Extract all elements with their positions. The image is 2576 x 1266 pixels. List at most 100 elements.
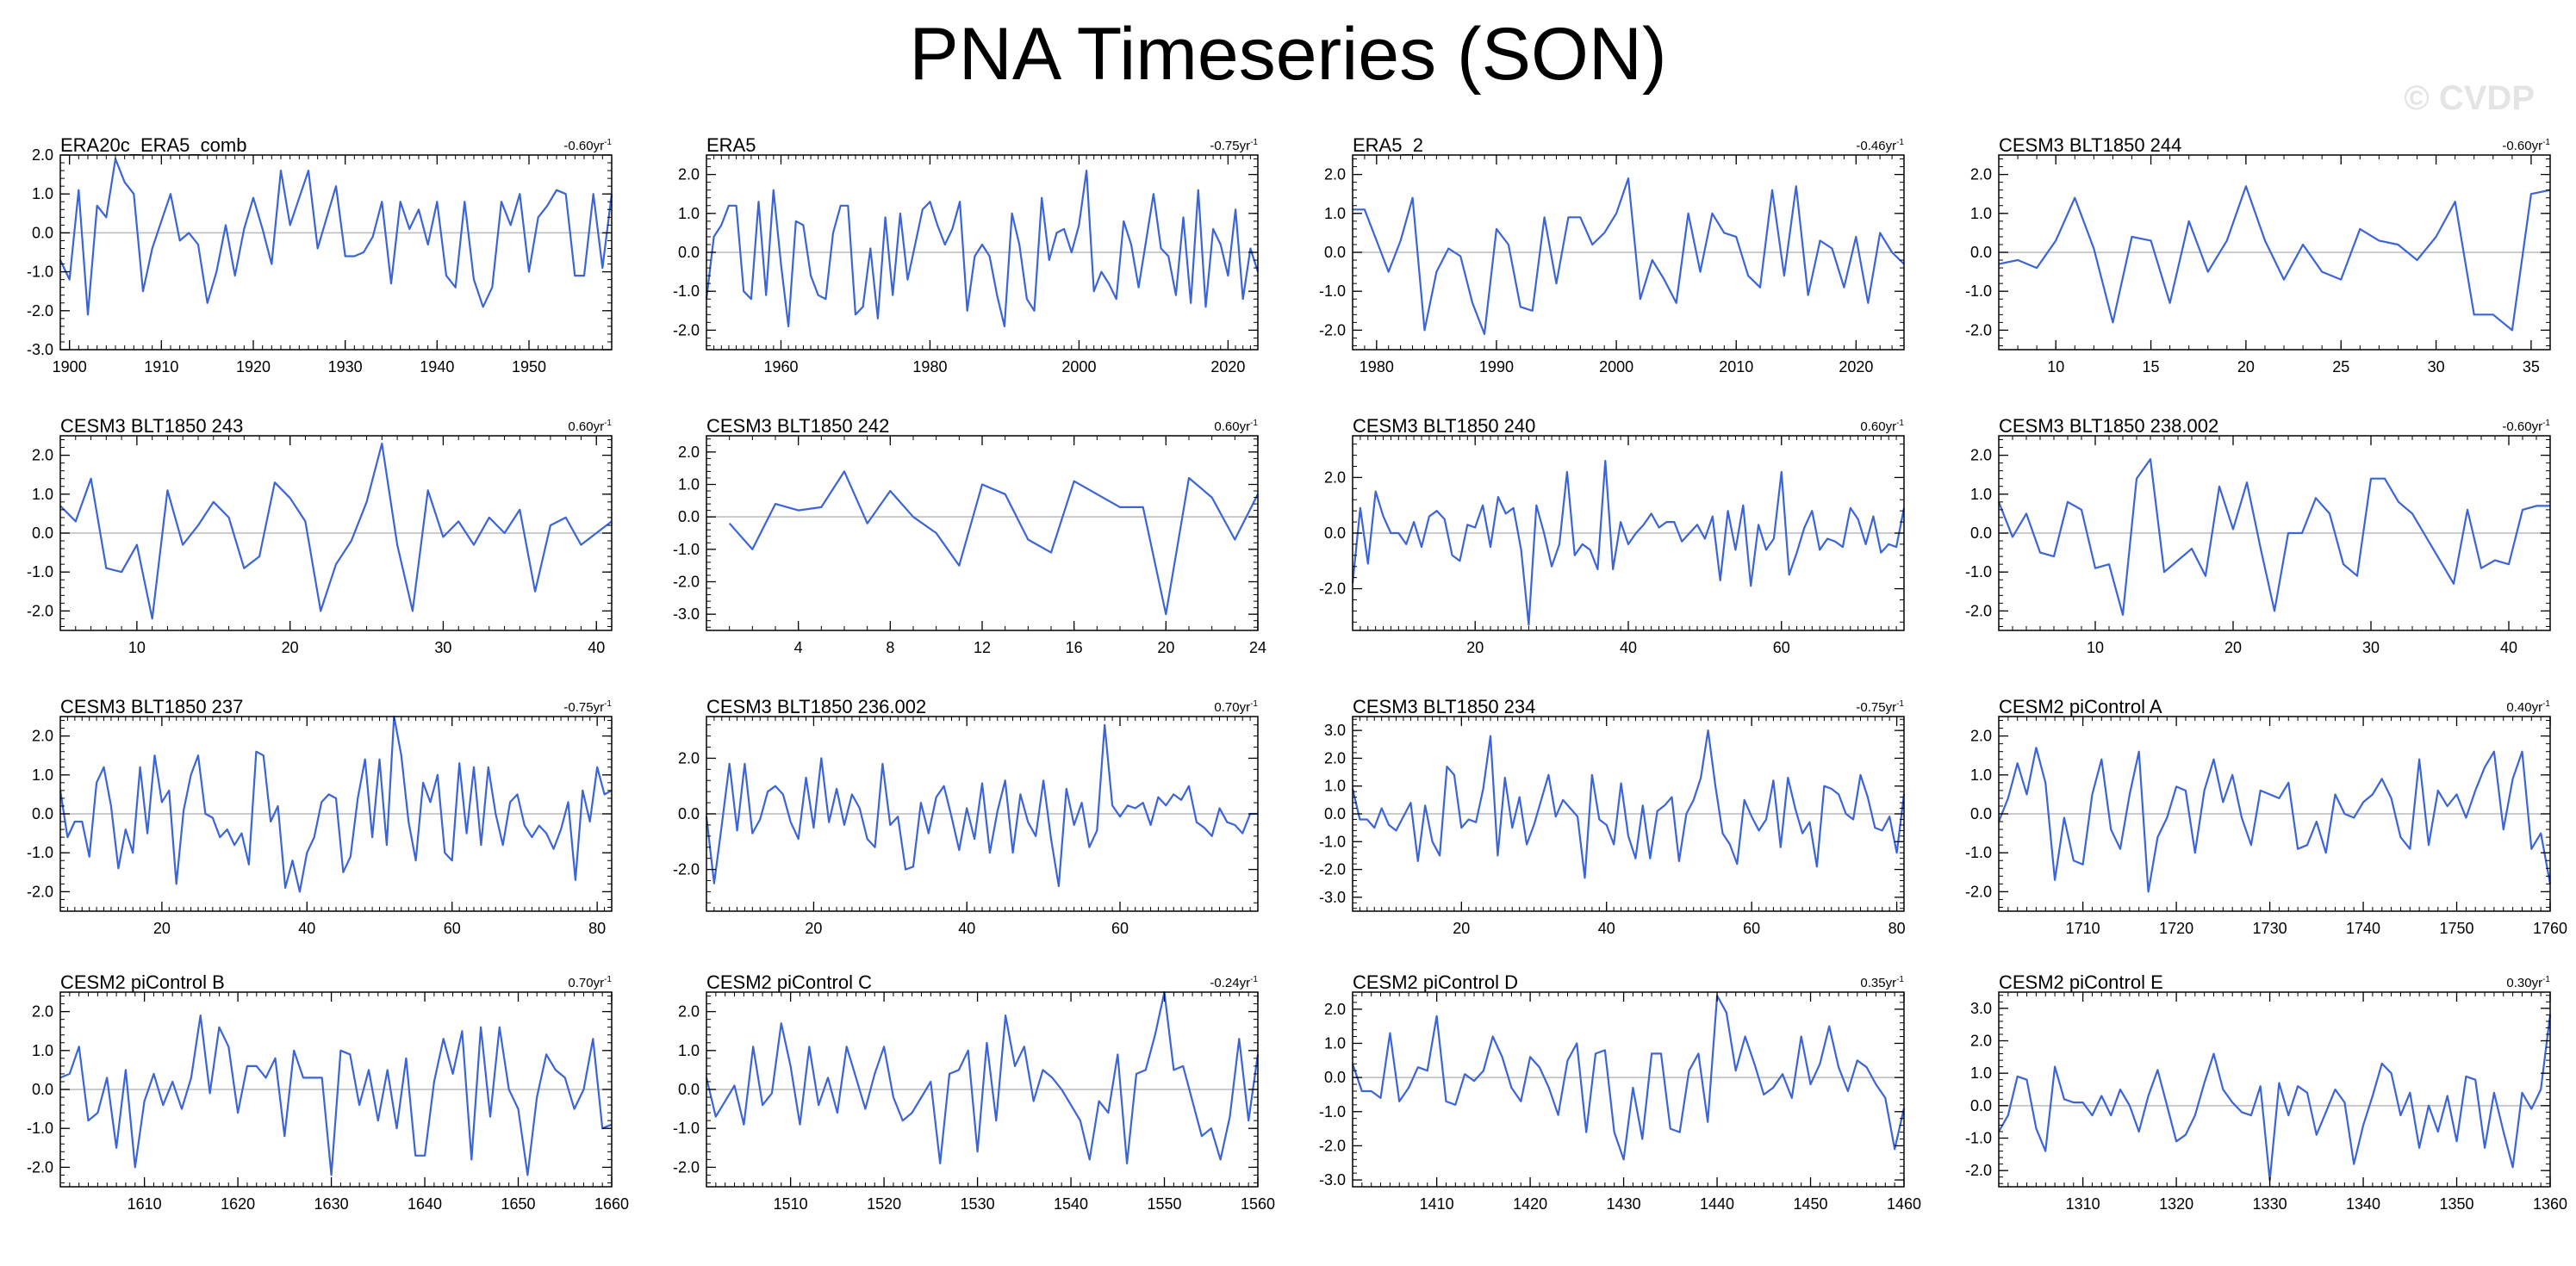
timeseries-chart: 1410 1420 1430 1440 1450 1460 -3.0 -2.0 -1.0 0.0 1…: [1319, 991, 1921, 1213]
x-tick-label: 20: [1466, 639, 1484, 656]
panel-title: CESM2 piControl C: [706, 971, 872, 993]
x-tick-label: 30: [2428, 358, 2445, 375]
y-tick-label: 0.0: [678, 1081, 700, 1098]
chart-panel: ERA5 -0.75yr-1 1960 1980 2000 2020 -2.0 -1.0 0.0…: [673, 134, 1260, 401]
series-line: [1351, 460, 1906, 626]
x-tick-label: 1720: [2159, 920, 2193, 937]
series-line: [1998, 1015, 2552, 1182]
x-tick-label: 1940: [420, 358, 454, 375]
x-tick-label: 20: [2224, 639, 2242, 656]
x-tick-label: 1440: [1700, 1195, 1734, 1213]
panel-title: ERA5: [706, 134, 756, 156]
x-tick-label: 24: [1249, 639, 1266, 656]
trend-value: -0.46yr: [1856, 139, 1897, 153]
x-tick-label: 1350: [2440, 1195, 2474, 1213]
timeseries-chart: 1710 1720 1730 1740 1750 1760 -2.0 -1.0 0.0 1.0 2.…: [1965, 716, 2567, 937]
plot-frame: [1352, 991, 1905, 1188]
y-tick-label: 0.0: [32, 1081, 53, 1098]
x-tick-label: 1660: [594, 1195, 629, 1213]
trend-label: -0.60yr-1: [563, 138, 612, 153]
x-tick-label: 1950: [512, 358, 546, 375]
y-tick-label: 1.0: [1324, 1034, 1346, 1052]
y-tick-label: 0.0: [678, 244, 700, 261]
chart-panel: CESM2 piControl C -0.24yr-1 1510 1520 1530 15…: [673, 971, 1275, 1238]
y-tick-label: -2.0: [673, 321, 700, 338]
y-tick-label: 1.0: [678, 1042, 700, 1059]
trend-label: -0.75yr-1: [1210, 138, 1258, 153]
y-tick-label: 2.0: [1970, 1033, 1992, 1050]
y-tick-label: -2.0: [1965, 321, 1992, 338]
trend-value: -0.60yr: [563, 139, 605, 153]
y-tick-label: 0.0: [1970, 805, 1992, 822]
x-tick-label: 4: [794, 639, 803, 656]
x-tick-label: 1430: [1607, 1195, 1641, 1213]
x-tick-label: 1330: [2253, 1195, 2287, 1213]
x-tick-label: 1900: [53, 358, 87, 375]
x-tick-label: 1750: [2440, 920, 2474, 937]
timeseries-chart: 1960 1980 2000 2020 -2.0 -1.0 0.0 1.0 2.0: [673, 154, 1260, 375]
y-tick-label: -2.0: [1319, 321, 1346, 338]
y-tick-label: -2.0: [1965, 1162, 1992, 1179]
y-tick-label: 0.0: [1970, 524, 1992, 542]
chart-panel: CESM2 piControl E 0.30yr-1 1310 1320 1330 134…: [1965, 971, 2567, 1238]
trend-label: 0.60yr-1: [568, 419, 612, 434]
series-line: [1351, 729, 1906, 879]
y-tick-label: -1.0: [1965, 282, 1992, 300]
y-tick-label: 0.0: [1324, 805, 1346, 822]
series-line: [1997, 458, 2550, 616]
chart-panel: CESM3 BLT1850 234 -0.75yr-1 20 40 60 80 -3.0 -2…: [1319, 696, 1906, 963]
series-line: [705, 723, 1258, 887]
y-tick-label: -1.0: [27, 1120, 53, 1137]
y-tick-label: -2.0: [1319, 861, 1346, 878]
x-tick-label: 2020: [1210, 358, 1245, 375]
trend-value: 0.30yr: [2506, 976, 2543, 990]
chart-panel: CESM3 BLT1850 242 0.60yr-1 4 8 12 16 20 24 -3.0 -…: [673, 415, 1266, 682]
chart-panel: CESM2 piControl B 0.70yr-1 1610 1620 1630 164…: [27, 971, 629, 1238]
x-tick-label: 1420: [1513, 1195, 1547, 1213]
y-tick-label: 1.0: [1970, 1064, 1992, 1082]
x-tick-label: 40: [2500, 639, 2517, 656]
panel-title: CESM3 BLT1850 240: [1353, 415, 1536, 437]
panel-title: CESM2 piControl E: [1999, 971, 2163, 993]
trend-value: 0.70yr: [1214, 700, 1251, 715]
y-tick-label: 1.0: [32, 486, 53, 503]
chart-panel: CESM3 BLT1850 238.002 -0.60yr-1 10 20 30 40 -2…: [1965, 415, 2551, 682]
x-tick-label: 60: [444, 920, 461, 937]
x-tick-label: 40: [1598, 920, 1615, 937]
y-tick-label: -1.0: [1965, 844, 1992, 861]
x-tick-label: 10: [2087, 639, 2104, 656]
trend-label: 0.35yr-1: [1860, 975, 1904, 990]
y-tick-label: -1.0: [673, 282, 700, 300]
x-tick-label: 1980: [1360, 358, 1394, 375]
x-tick-label: 1620: [221, 1195, 255, 1213]
x-tick-label: 20: [2237, 358, 2255, 375]
x-tick-label: 2020: [1839, 358, 1873, 375]
series-line: [1351, 994, 1906, 1161]
x-tick-label: 80: [588, 920, 606, 937]
trend-value: 0.60yr: [568, 419, 605, 434]
x-tick-label: 15: [2143, 358, 2160, 375]
x-tick-label: 1740: [2346, 920, 2380, 937]
y-tick-label: 2.0: [678, 749, 700, 766]
x-tick-label: 1910: [144, 358, 178, 375]
y-tick-label: 0.0: [32, 524, 53, 542]
x-tick-label: 10: [128, 639, 146, 656]
trend-label: 0.30yr-1: [2506, 975, 2550, 990]
x-tick-label: 30: [2362, 639, 2380, 656]
x-tick-label: 1630: [314, 1195, 349, 1213]
y-tick-label: -2.0: [673, 1158, 700, 1176]
y-tick-label: -2.0: [1965, 883, 1992, 900]
y-tick-label: -2.0: [1965, 602, 1992, 619]
timeseries-chart: 20 40 60 80 -2.0 -1.0 0.0 1.0 2.0: [27, 715, 613, 937]
panel-title: CESM3 BLT1850 234: [1353, 696, 1536, 717]
x-tick-label: 8: [886, 639, 894, 656]
timeseries-chart: 20 40 60 80 -3.0 -2.0 -1.0 0.0 1.0 2.0 3.0: [1319, 716, 1906, 937]
y-tick-label: 3.0: [1970, 1000, 1992, 1017]
timeseries-chart: 10 20 30 40 -2.0 -1.0 0.0 1.0 2.0: [27, 435, 613, 656]
x-tick-label: 80: [1888, 920, 1906, 937]
x-tick-label: 1320: [2159, 1195, 2193, 1213]
panel-title: CESM3 BLT1850 237: [60, 696, 244, 717]
timeseries-chart: 1980 1990 2000 2010 2020 -2.0 -1.0 0.0 1.0 2.0: [1319, 154, 1905, 375]
y-tick-label: 1.0: [32, 1042, 53, 1059]
trend-value: -0.75yr: [1210, 139, 1251, 153]
